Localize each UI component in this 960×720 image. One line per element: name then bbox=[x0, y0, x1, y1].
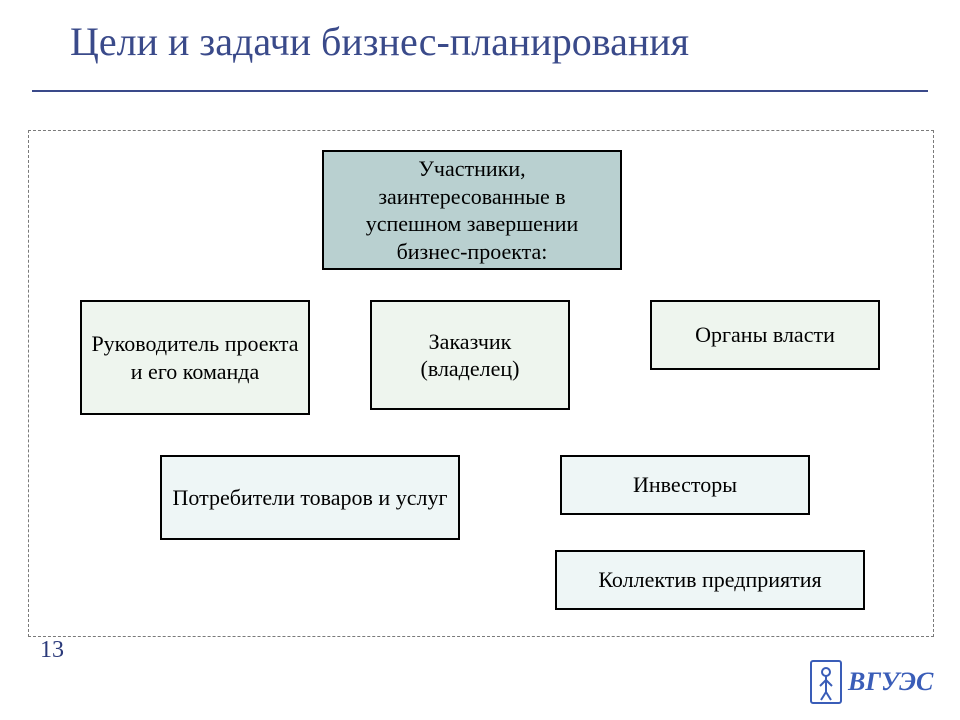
title-underline bbox=[32, 90, 928, 92]
logo: ВГУЭС bbox=[810, 660, 933, 704]
node-label: Заказчик (владелец) bbox=[378, 328, 562, 383]
node-label: Коллектив предприятия bbox=[598, 566, 821, 594]
node-investors: Инвесторы bbox=[560, 455, 810, 515]
logo-text: ВГУЭС bbox=[848, 667, 933, 697]
node-label: Органы власти bbox=[695, 321, 835, 349]
node-project-leader: Руководитель проекта и его команда bbox=[80, 300, 310, 415]
page-number: 13 bbox=[40, 637, 64, 664]
node-label: Участники, заинтересованные в успешном з… bbox=[330, 155, 614, 265]
node-staff: Коллектив предприятия bbox=[555, 550, 865, 610]
node-authorities: Органы власти bbox=[650, 300, 880, 370]
node-label: Инвесторы bbox=[633, 471, 737, 499]
node-consumers: Потребители товаров и услуг bbox=[160, 455, 460, 540]
logo-icon bbox=[810, 660, 842, 704]
node-participants: Участники, заинтересованные в успешном з… bbox=[322, 150, 622, 270]
node-label: Потребители товаров и услуг bbox=[173, 484, 448, 512]
node-label: Руководитель проекта и его команда bbox=[88, 330, 302, 385]
slide-title: Цели и задачи бизнес-планирования bbox=[70, 18, 689, 65]
node-customer: Заказчик (владелец) bbox=[370, 300, 570, 410]
